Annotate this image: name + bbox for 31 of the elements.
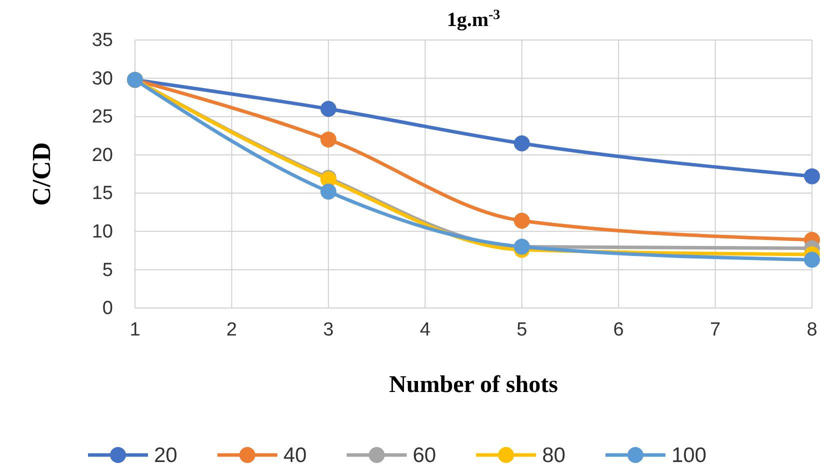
- point: [320, 132, 336, 148]
- point: [804, 252, 820, 268]
- y-tick-label: 30: [92, 68, 113, 90]
- x-tick-label: 3: [323, 319, 334, 340]
- point: [320, 100, 336, 117]
- point: [514, 212, 530, 229]
- point: [804, 168, 820, 184]
- x-tick-label: 5: [516, 319, 528, 340]
- x-axis-title: Number of shots: [389, 372, 558, 398]
- chart-title: 1g.m$^{-3}$: [446, 8, 500, 31]
- x-tick-label: 7: [710, 319, 721, 340]
- legend-label: 20: [154, 444, 178, 467]
- point: [514, 135, 530, 152]
- x-tick-label: 6: [613, 319, 624, 340]
- x-tick-label: 8: [806, 319, 818, 340]
- legend-label: 40: [283, 444, 307, 467]
- legend-label: 80: [542, 444, 566, 467]
- x-tick-label: 4: [420, 319, 431, 340]
- legend-label: 100: [671, 444, 706, 467]
- y-tick-label: 25: [92, 106, 113, 128]
- y-tick-label: 5: [102, 260, 113, 281]
- y-axis-title: C/CD: [27, 142, 56, 206]
- y-tick-label: 20: [92, 144, 113, 166]
- x-tick-label: 1: [130, 319, 140, 340]
- legend-label: 60: [412, 444, 436, 467]
- y-tick-label: 35: [92, 30, 113, 52]
- y-tick-label: 15: [92, 183, 113, 204]
- y-tick-label: 0: [102, 298, 113, 320]
- y-tick-label: 10: [92, 222, 113, 243]
- point: [320, 184, 336, 200]
- x-tick-label: 2: [226, 319, 238, 340]
